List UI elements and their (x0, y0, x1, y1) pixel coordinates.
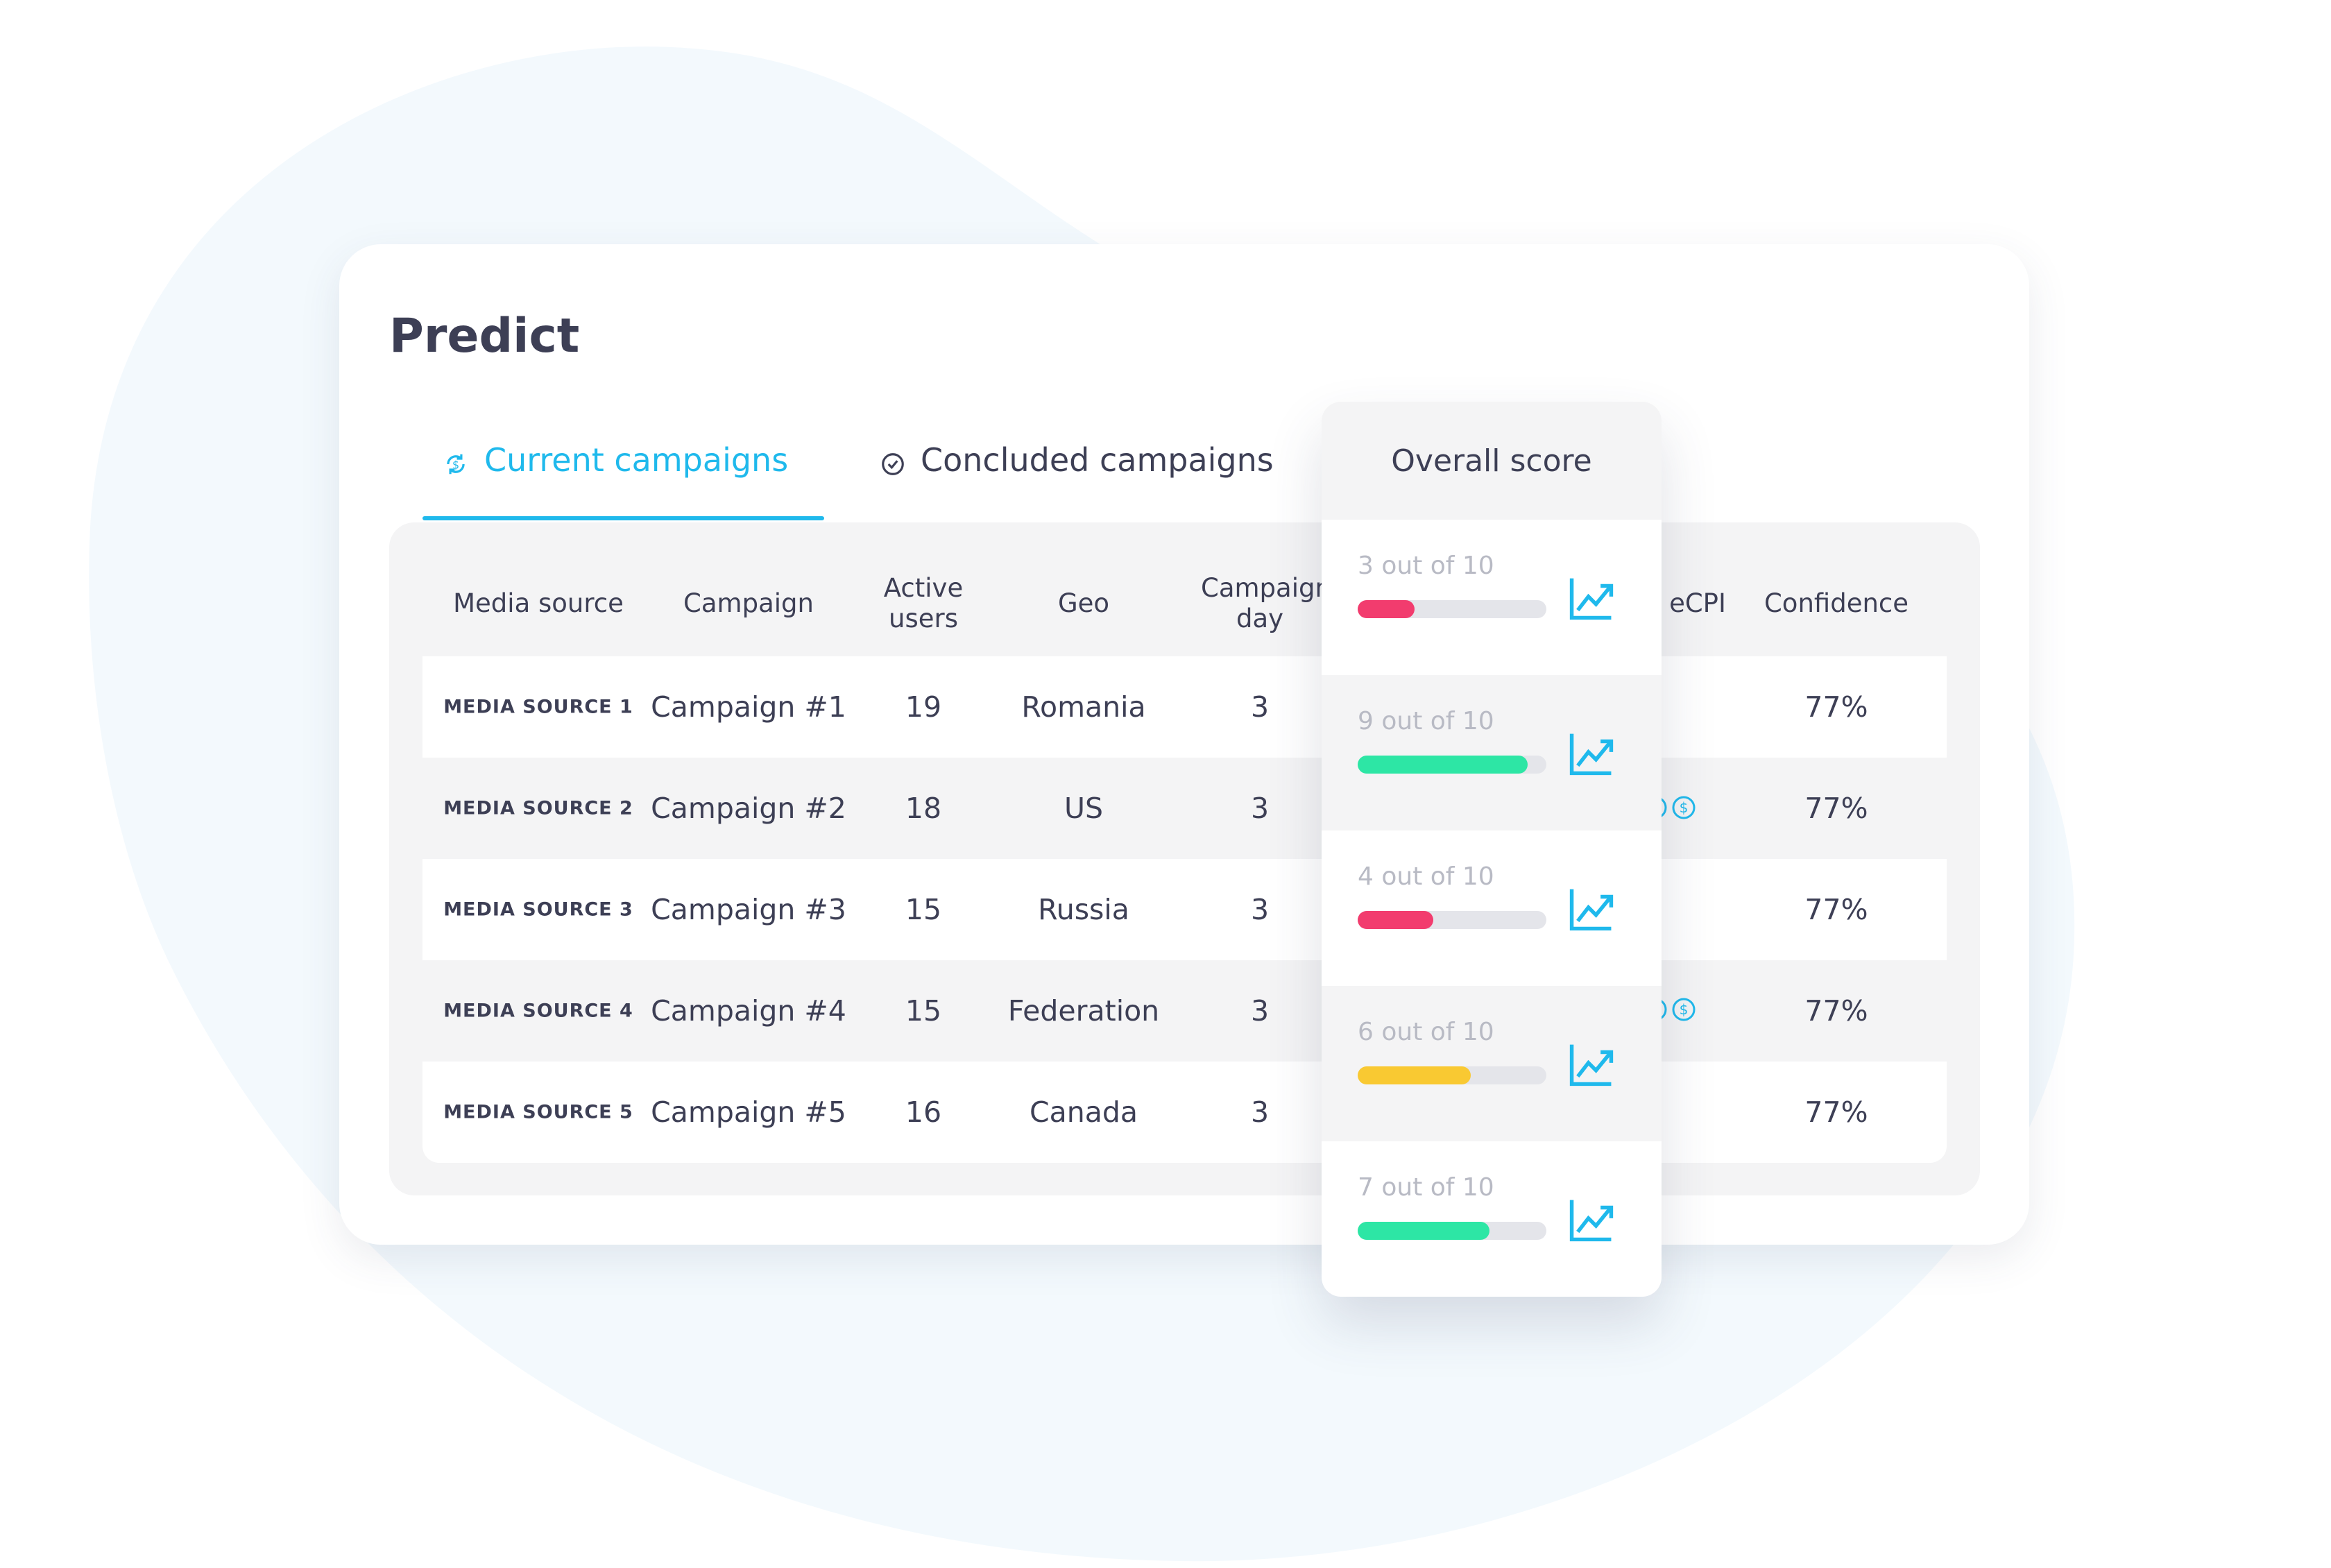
table-cell: Campaign #1 (651, 690, 846, 724)
page-title: Predict (389, 309, 580, 364)
table-cell: 77% (1804, 1096, 1868, 1129)
trend-icon[interactable] (1567, 1195, 1616, 1244)
check-icon (882, 453, 904, 475)
score-panel: Overall score 3 out of 10 9 out of 10 4 ou… (1322, 402, 1662, 1297)
score-label: 3 out of 10 (1358, 552, 1494, 580)
table-cell: Federation (1007, 994, 1160, 1028)
table-row (422, 859, 1947, 960)
tab[interactable]: Concluded campaigns (921, 441, 1274, 479)
svg-text:$: $ (1680, 1001, 1689, 1018)
table-cell: 19 (905, 690, 942, 724)
table-cell: 77% (1804, 994, 1868, 1028)
table-cell: Canada (1029, 1096, 1138, 1129)
table-cell: 3 (1250, 1096, 1270, 1129)
table-cell: MEDIA SOURCE 5 (443, 1101, 633, 1123)
column-header: Media source (453, 588, 624, 618)
column-header: Active users (883, 573, 964, 633)
score-header: Overall score (1322, 402, 1662, 520)
table-cell: 3 (1250, 792, 1270, 825)
table-cell: Campaign #3 (651, 893, 846, 926)
table-cell: 15 (905, 893, 942, 926)
table-cell: 3 (1250, 994, 1270, 1028)
score-cell: 9 out of 10 (1322, 675, 1662, 830)
score-bar (1358, 600, 1415, 618)
score-label: 7 out of 10 (1358, 1173, 1494, 1202)
table-cell: MEDIA SOURCE 2 (443, 797, 633, 819)
column-header: Campaign (683, 588, 814, 618)
table-cell: MEDIA SOURCE 3 (443, 898, 633, 921)
score-bar (1358, 911, 1433, 929)
table-cell: Russia (1038, 893, 1129, 926)
column-header: Confidence (1764, 588, 1909, 618)
table-cell: 16 (905, 1096, 942, 1129)
table-cell: 77% (1804, 893, 1868, 926)
refresh-icon: $ (447, 454, 465, 475)
score-label: 4 out of 10 (1358, 862, 1494, 891)
table-cell: US (1064, 792, 1104, 825)
score-cell: 7 out of 10 (1322, 1141, 1662, 1297)
trend-icon[interactable] (1567, 729, 1616, 778)
svg-text:$: $ (452, 458, 459, 471)
table-cell: Campaign #4 (651, 994, 846, 1028)
tab-underline (422, 516, 824, 520)
score-bar (1358, 756, 1528, 774)
score-label: 6 out of 10 (1358, 1018, 1494, 1046)
table-cell: Campaign #2 (651, 792, 846, 825)
table-cell: 15 (905, 994, 942, 1028)
table-cell: 3 (1250, 893, 1270, 926)
table-row (422, 1062, 1947, 1163)
table-cell: 77% (1804, 690, 1868, 724)
score-track (1358, 911, 1546, 929)
table-cell: 18 (905, 792, 942, 825)
score-track (1358, 600, 1546, 618)
trend-icon[interactable] (1567, 885, 1616, 933)
score-cell: 3 out of 10 (1322, 520, 1662, 675)
column-header: Geo (1057, 588, 1110, 618)
score-cell: 6 out of 10 (1322, 986, 1662, 1141)
score-track (1358, 1222, 1546, 1240)
tab[interactable]: Current campaigns (484, 441, 789, 479)
score-title: Overall score (1391, 443, 1592, 479)
table-cell: 3 (1250, 690, 1270, 724)
score-label: 9 out of 10 (1358, 707, 1494, 735)
svg-text:$: $ (1680, 799, 1689, 816)
score-track (1358, 756, 1546, 774)
score-bar (1358, 1222, 1490, 1240)
table-cell: MEDIA SOURCE 4 (443, 1000, 633, 1022)
score-cell: 4 out of 10 (1322, 830, 1662, 986)
trend-icon[interactable] (1567, 574, 1616, 622)
table-cell: 77% (1804, 792, 1868, 825)
table-row (422, 656, 1947, 758)
table-cell: Romania (1021, 690, 1146, 724)
trend-icon[interactable] (1567, 1040, 1616, 1089)
table-cell: Campaign #5 (651, 1096, 846, 1129)
column-header: Campaign day (1201, 573, 1331, 633)
score-track (1358, 1066, 1546, 1084)
column-header: eCPI (1669, 588, 1726, 618)
table-cell: MEDIA SOURCE 1 (443, 696, 633, 718)
score-bar (1358, 1066, 1471, 1084)
